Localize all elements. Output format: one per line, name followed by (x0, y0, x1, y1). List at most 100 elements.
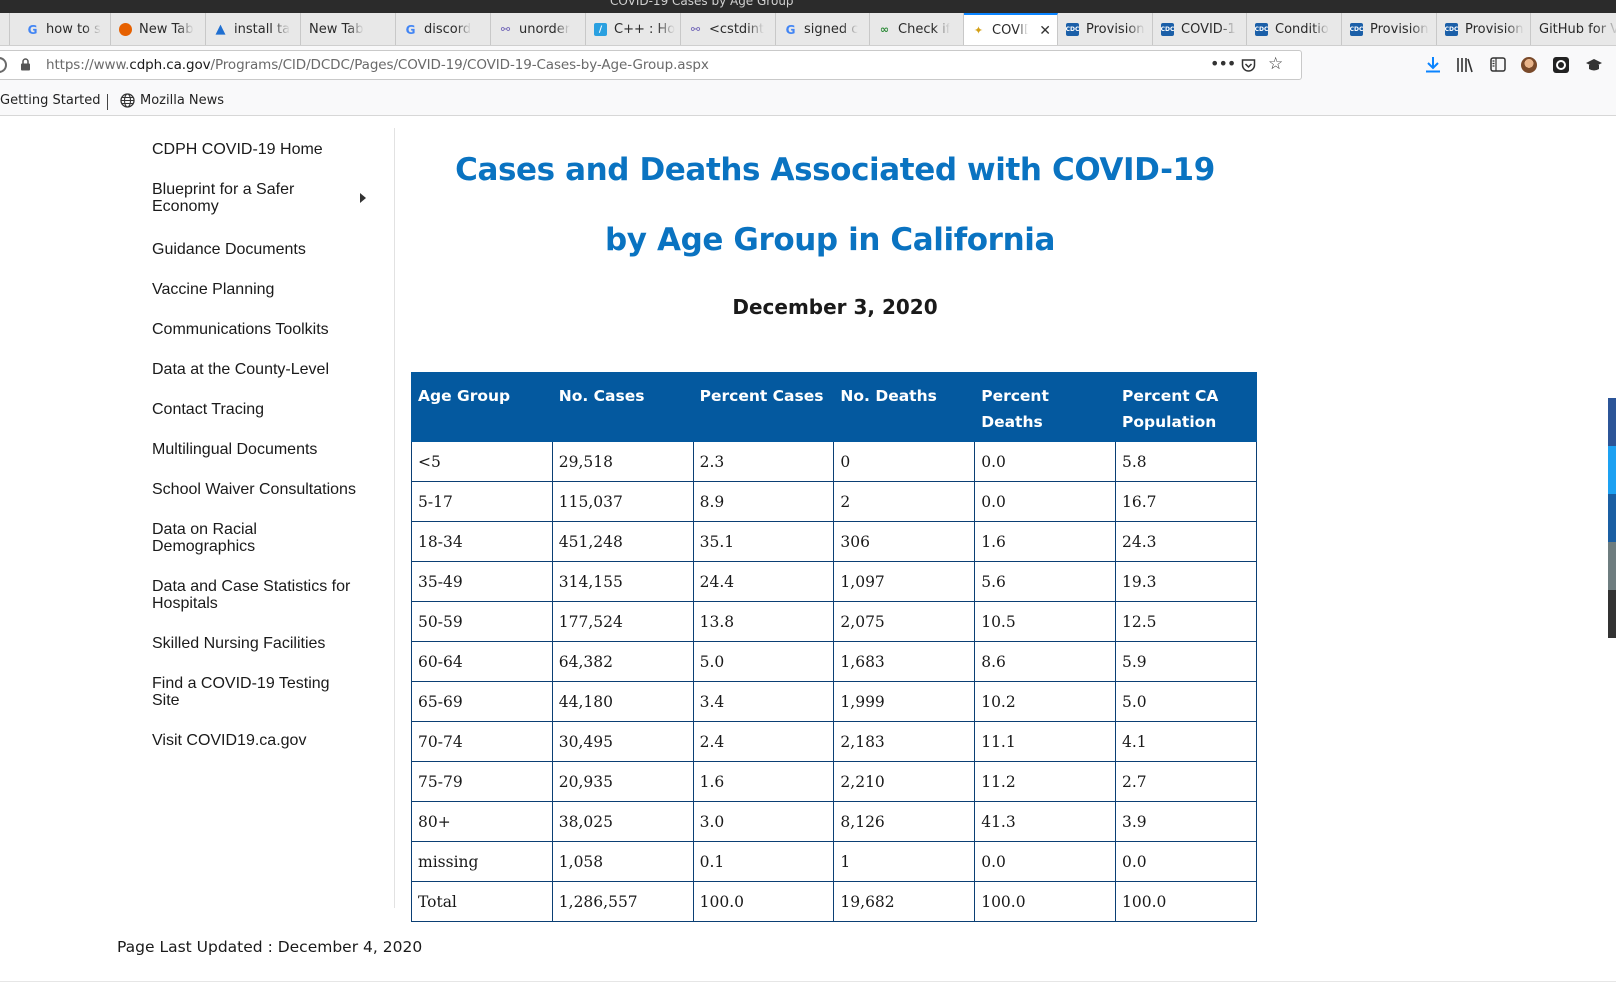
table-row: Total 1,286,557 100.0 19,682 100.0 100.0 (411, 881, 1257, 922)
address-bar[interactable]: https://www.cdph.ca.gov/Programs/CID/DCD… (0, 50, 1302, 80)
sidebar-item-multilingual-documents[interactable]: Multilingual Documents (152, 441, 318, 458)
tab[interactable]: / C++ : Ho (586, 13, 681, 45)
sidebar-item-guidance-documents[interactable]: Guidance Documents (152, 241, 306, 258)
tab[interactable]: CDC Conditio (1247, 13, 1342, 45)
cdc-icon: CDC (1161, 23, 1174, 36)
table-cell: <5 (411, 441, 553, 482)
page-actions-icon[interactable]: ••• (1210, 54, 1236, 73)
table-cell: 5.0 (1115, 681, 1257, 722)
cdph-icon: ✦ (973, 24, 984, 37)
url-path: /Programs/CID/DCDC/Pages/COVID-19/COVID-… (210, 57, 709, 73)
profile-avatar-icon[interactable] (1521, 57, 1537, 73)
sidebar-item-cdph-covid-home[interactable]: CDPH COVID-19 Home (152, 141, 323, 158)
table-row: 75-79 20,935 1.6 2,210 11.2 2.7 (411, 761, 1257, 802)
table-body: <5 29,518 2.3 0 0.0 5.8 5-17 115,037 8.9 2 0.0 16.7… (411, 441, 1257, 922)
tab[interactable]: CDC Provision (1437, 13, 1531, 45)
sidebar-item-skilled-nursing[interactable]: Skilled Nursing Facilities (152, 635, 326, 652)
lock-icon[interactable] (20, 58, 31, 71)
sidebar-item-hospital-statistics[interactable]: Data and Case Statistics for Hospitals (152, 578, 351, 612)
tab[interactable]: New Tab (111, 13, 206, 45)
sidebar-item-communications-toolkits[interactable]: Communications Toolkits (152, 321, 329, 338)
tab[interactable]: ▲ install ta (206, 13, 301, 45)
tab[interactable]: CDC Provision (1342, 13, 1437, 45)
edge-tab-email[interactable] (1608, 542, 1616, 590)
table-row: 35-49 314,155 24.4 1,097 5.6 19.3 (411, 561, 1257, 602)
window-titlebar: COVID-19 Cases by Age Group (0, 0, 1616, 13)
table-cell: 1,097 (833, 561, 976, 602)
column-header: No. Cases (551, 372, 694, 442)
sidebar-item-racial-demographics[interactable]: Data on Racial Demographics (152, 521, 257, 555)
sidebar-item-blueprint[interactable]: Blueprint for a Safer Economy (152, 181, 295, 215)
table-cell: 1 (833, 841, 976, 882)
google-icon: G (405, 22, 416, 37)
tab[interactable]: G discord (396, 13, 491, 45)
tab[interactable]: CDC Provision (1058, 13, 1153, 45)
sidebar-item-visit-covid19-ca-gov[interactable]: Visit COVID19.ca.gov (152, 732, 307, 749)
tab[interactable]: GitHub for V (1531, 13, 1616, 45)
leaf-icon: ∞ (879, 23, 890, 36)
tab[interactable]: ∞ Check if (870, 13, 964, 45)
github-icon[interactable] (1553, 57, 1569, 73)
tab[interactable]: G how to s (18, 13, 111, 45)
close-icon[interactable]: ✕ (1039, 22, 1051, 39)
tab[interactable]: G signed c (776, 13, 870, 45)
table-cell: 2,210 (833, 761, 976, 802)
library-icon[interactable] (1456, 57, 1474, 73)
report-date: December 3, 2020 (732, 295, 938, 319)
tab[interactable]: New Tab (301, 13, 396, 45)
table-cell: 38,025 (551, 801, 694, 842)
tab-active[interactable]: ✦ COVID ✕ (964, 13, 1058, 45)
code-icon: / (594, 23, 607, 36)
table-cell: 0.0 (1115, 841, 1257, 882)
table-cell: Total (411, 881, 553, 922)
table-cell: 1,286,557 (551, 881, 694, 922)
graduation-cap-icon[interactable] (1585, 58, 1603, 72)
site-info-icon[interactable] (0, 57, 7, 73)
tab[interactable]: ⚯ <cstdint (681, 13, 776, 45)
expand-arrow-icon[interactable] (360, 193, 366, 203)
tab-overflow[interactable] (0, 13, 10, 45)
sidebar-item-testing-site[interactable]: Find a COVID-19 Testing Site (152, 675, 330, 709)
tab[interactable]: CDC COVID-1 (1153, 13, 1247, 45)
table-cell: 64,382 (551, 641, 694, 682)
table-cell: 65-69 (411, 681, 553, 722)
sidebar-icon[interactable] (1490, 57, 1506, 72)
table-cell: 5-17 (411, 481, 553, 522)
table-cell: 2 (833, 481, 976, 522)
edge-tab-facebook[interactable] (1608, 398, 1616, 446)
table-cell: 10.2 (974, 681, 1116, 722)
tab[interactable]: ⚯ unorder (491, 13, 586, 45)
sidebar-item-contact-tracing[interactable]: Contact Tracing (152, 401, 265, 418)
edge-tab-linkedin[interactable] (1608, 494, 1616, 542)
table-cell: 8.9 (692, 481, 835, 522)
sidebar-item-vaccine-planning[interactable]: Vaccine Planning (152, 281, 275, 298)
cdc-icon: CDC (1445, 23, 1458, 36)
table-cell: 0 (833, 441, 976, 482)
url-domain: cdph.ca.gov (129, 57, 211, 73)
table-cell: 3.4 (692, 681, 835, 722)
url-text[interactable]: https://www.cdph.ca.gov/Programs/CID/DCD… (46, 57, 709, 73)
table-row: 50-59 177,524 13.8 2,075 10.5 12.5 (411, 601, 1257, 642)
table-cell: 2,183 (833, 721, 976, 762)
bookmark-star-icon[interactable]: ☆ (1268, 54, 1284, 74)
cppreference-icon: ⚯ (500, 23, 511, 36)
table-cell: 2,075 (833, 601, 976, 642)
page-last-updated: Page Last Updated : December 4, 2020 (117, 938, 423, 956)
table-row: 60-64 64,382 5.0 1,683 8.6 5.9 (411, 641, 1257, 682)
table-cell: 1,058 (551, 841, 694, 882)
bookmark-getting-started[interactable]: Getting Started (0, 93, 101, 108)
sidebar-item-county-level-data[interactable]: Data at the County-Level (152, 361, 329, 378)
edge-tab-share[interactable] (1608, 590, 1616, 638)
table-row: 5-17 115,037 8.9 2 0.0 16.7 (411, 481, 1257, 522)
bookmarks-bar: Getting Started Mozilla News (0, 86, 1616, 116)
table-cell: 100.0 (974, 881, 1116, 922)
table-cell: 8,126 (833, 801, 976, 842)
table-cell: 35.1 (692, 521, 835, 562)
edge-tab-twitter[interactable] (1608, 446, 1616, 494)
table-cell: 11.1 (974, 721, 1116, 762)
pocket-icon[interactable] (1241, 58, 1256, 73)
bookmark-mozilla-news[interactable]: Mozilla News (120, 93, 224, 108)
download-icon[interactable] (1425, 56, 1441, 73)
table-cell: 1,683 (833, 641, 976, 682)
sidebar-item-school-waiver[interactable]: School Waiver Consultations (152, 481, 356, 498)
